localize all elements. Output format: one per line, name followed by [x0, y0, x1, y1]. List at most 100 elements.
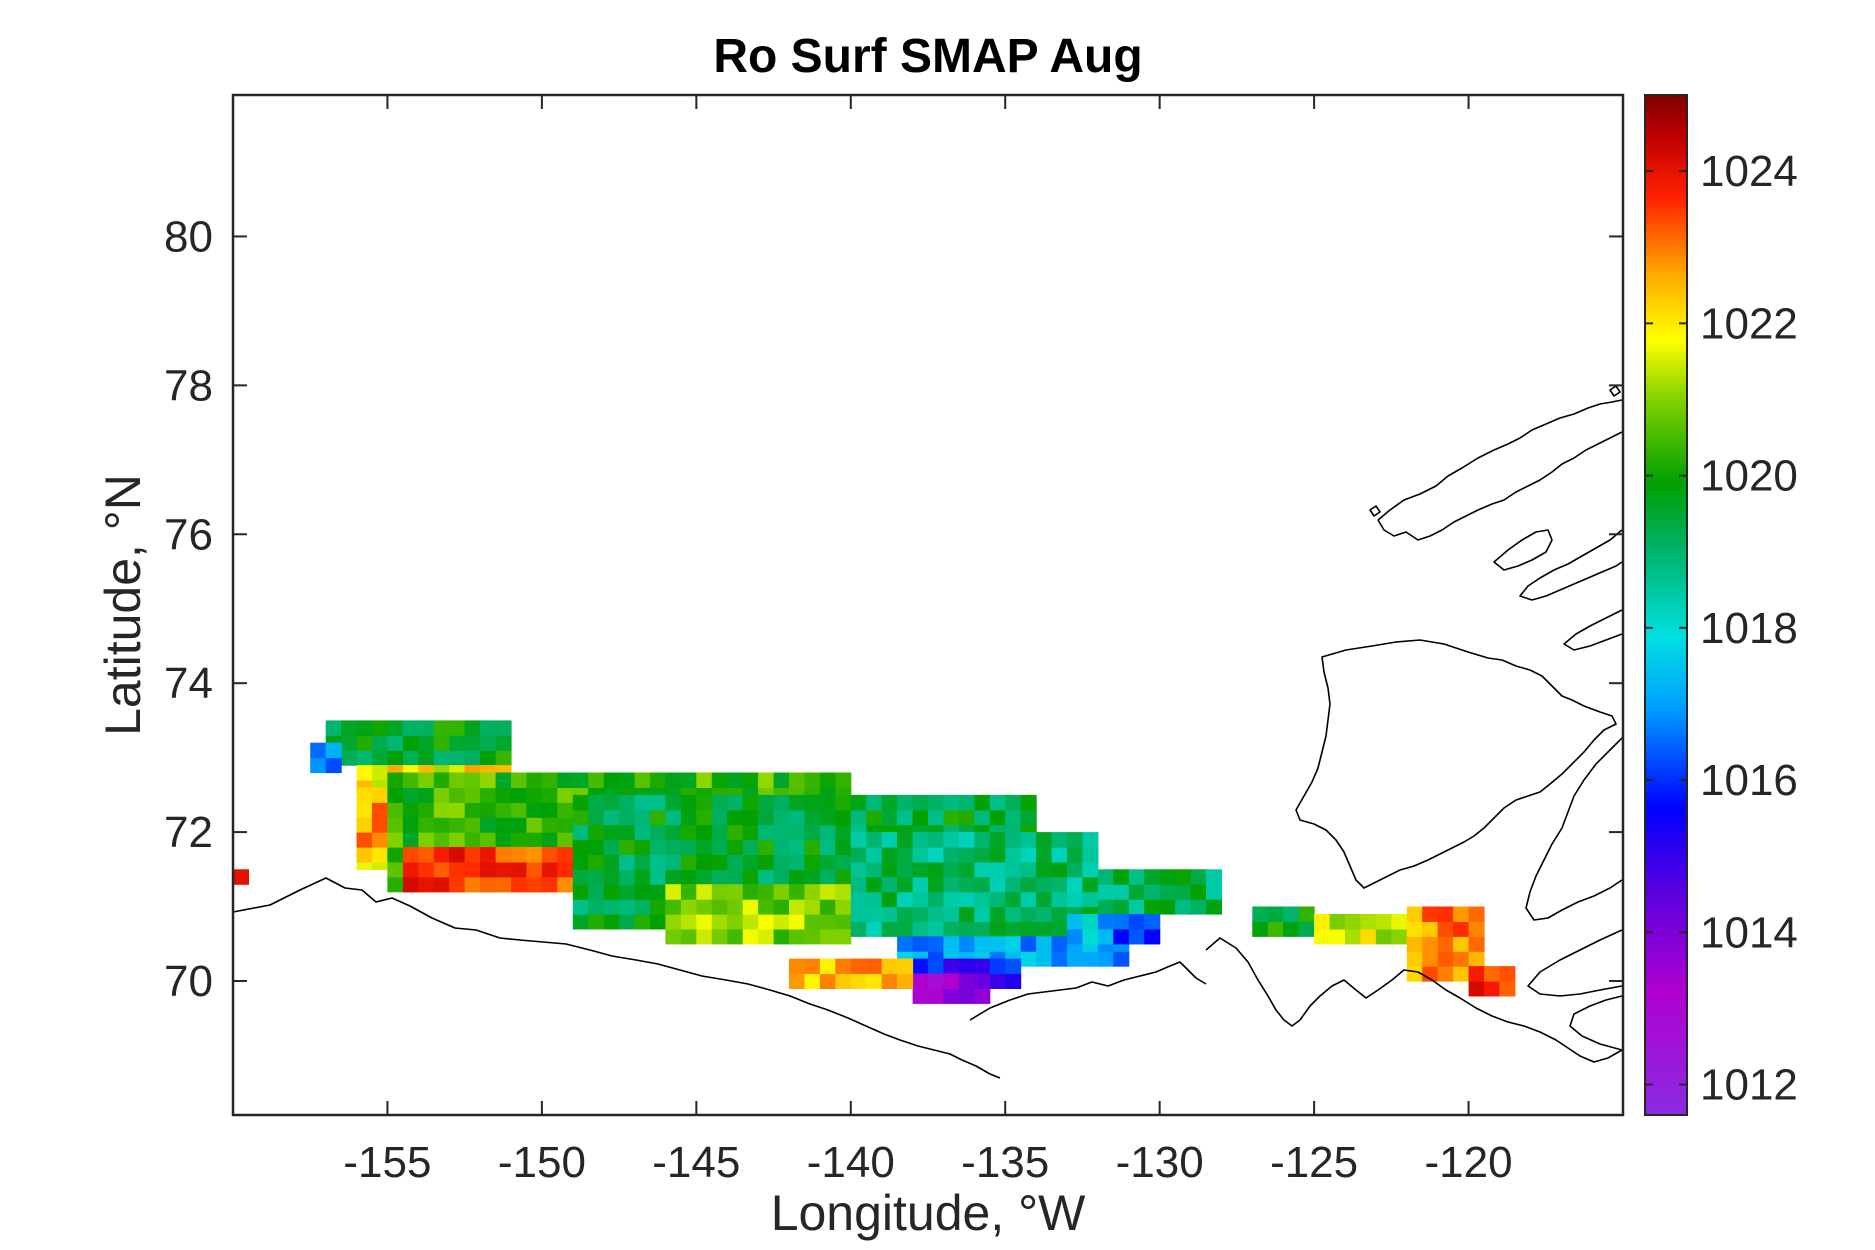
data-cell: [619, 839, 636, 855]
data-cell: [1422, 921, 1439, 937]
data-cell: [449, 772, 466, 788]
data-cell: [356, 832, 373, 848]
data-cell: [804, 928, 821, 945]
data-cell: [1468, 936, 1485, 952]
data-cell: [804, 809, 821, 826]
data-cell: [603, 809, 620, 826]
data-cell: [1406, 936, 1423, 952]
data-cell: [958, 861, 975, 878]
data-cell: [433, 720, 450, 736]
colorbar-tick-label: 1018: [1700, 604, 1798, 653]
data-cell: [835, 794, 852, 811]
data-cell: [464, 817, 481, 833]
data-cell: [634, 854, 651, 870]
data-cell: [418, 735, 435, 751]
data-cell: [650, 809, 666, 826]
data-cell: [1036, 936, 1053, 952]
y-axis-label: Latitude, °N: [95, 474, 151, 736]
data-cell: [557, 876, 574, 893]
data-cell: [711, 928, 728, 945]
data-cell: [696, 914, 713, 930]
data-cell: [758, 928, 775, 945]
data-cell: [789, 772, 805, 788]
data-cell: [881, 794, 898, 811]
data-cell: [989, 906, 1006, 922]
data-cell: [387, 720, 404, 736]
data-cell: [495, 876, 512, 893]
data-cell: [1082, 928, 1099, 945]
data-cell: [449, 802, 466, 818]
data-cell: [1267, 921, 1284, 937]
data-cell: [711, 899, 728, 915]
data-cell: [804, 958, 821, 975]
data-cell: [773, 772, 790, 788]
y-axis-ticks: 70 72 74 76 78 80: [164, 212, 1623, 1006]
data-cell: [1082, 876, 1099, 893]
eglinton-island: [1493, 529, 1553, 571]
data-cell: [1020, 832, 1037, 848]
data-cell: [1005, 861, 1022, 878]
data-cell: [897, 936, 914, 952]
data-cell: [989, 958, 1006, 975]
data-cell: [356, 787, 373, 803]
data-cell: [418, 787, 435, 803]
data-cell: [928, 794, 944, 811]
data-cell: [958, 906, 975, 922]
data-cell: [789, 824, 805, 841]
data-cell: [897, 906, 914, 922]
amundsen-coast: [1569, 995, 1623, 1051]
data-cell: [928, 936, 944, 952]
colorbar-tick-label: 1020: [1700, 452, 1798, 501]
data-cell: [711, 824, 728, 841]
x-tick-label: -150: [498, 1138, 586, 1187]
data-cell: [943, 832, 960, 848]
data-cell: [742, 772, 759, 788]
data-cell: [433, 876, 450, 893]
data-cell: [866, 921, 883, 937]
data-cell: [758, 899, 775, 915]
data-cell: [1082, 914, 1099, 930]
data-cell: [928, 832, 944, 848]
data-cell: [1113, 869, 1130, 885]
data-cell: [866, 906, 883, 922]
data-cell: [1113, 928, 1130, 945]
data-cell: [696, 899, 713, 915]
data-cell: [511, 876, 527, 893]
data-cell: [526, 847, 543, 863]
data-cell: [928, 988, 944, 1004]
data-cell: [464, 832, 481, 848]
data-cell: [804, 794, 821, 811]
data-cell: [480, 787, 497, 803]
data-cell: [1144, 899, 1161, 915]
data-cell: [588, 809, 605, 826]
data-cell: [1159, 884, 1176, 900]
data-cell: [387, 772, 404, 788]
data-cell: [680, 928, 697, 945]
victoria-island: [1525, 737, 1623, 921]
data-cell: [1190, 899, 1207, 915]
data-cell: [912, 847, 929, 863]
data-cell: [881, 891, 898, 908]
data-cell: [711, 772, 728, 788]
data-cell: [372, 765, 388, 781]
data-cell: [958, 988, 975, 1004]
data-cell: [680, 809, 697, 826]
data-cell: [433, 772, 450, 788]
data-cell: [850, 891, 867, 908]
data-cell: [480, 772, 497, 788]
data-cell: [850, 847, 867, 863]
y-tick-label: 72: [164, 808, 213, 857]
data-cell: [943, 921, 960, 937]
data-cell: [1036, 891, 1053, 908]
data-cell: [650, 914, 666, 930]
data-cell: [619, 854, 636, 870]
data-cell: [850, 876, 867, 893]
data-cell: [1298, 906, 1315, 922]
data-cell: [1375, 914, 1392, 930]
data-cell: [1005, 973, 1022, 989]
data-cell: [634, 809, 651, 826]
data-cell: [402, 832, 419, 848]
data-cell: [1051, 906, 1068, 922]
data-cell: [897, 958, 914, 975]
data-cell: [1375, 928, 1392, 945]
